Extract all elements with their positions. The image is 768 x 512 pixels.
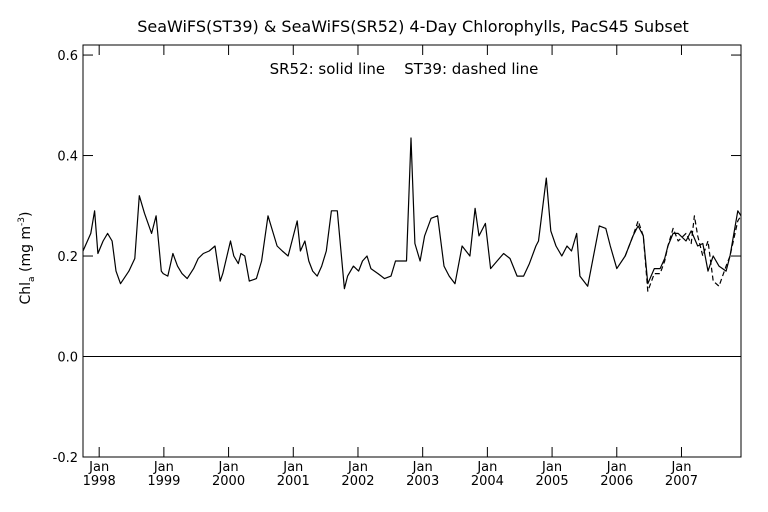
x-tick-month-label: Jan: [541, 460, 562, 475]
x-tick-month-label: Jan: [670, 460, 691, 475]
y-axis-label-unit-close: ): [18, 211, 34, 216]
y-axis-label-subscript: a: [27, 276, 37, 282]
x-tick-month-label: Jan: [282, 460, 303, 475]
x-tick-year-label: 1998: [83, 474, 116, 489]
y-axis-label-unit-superscript: -3: [17, 217, 27, 226]
x-tick-month-label: Jan: [412, 460, 433, 475]
x-tick-year-label: 2000: [212, 474, 245, 489]
series-layer: [82, 137, 742, 358]
y-axis-label-main: Chl: [18, 282, 34, 305]
y-axis-label-unit: (mg m: [18, 226, 34, 277]
x-tick-month-label: Jan: [347, 460, 368, 475]
x-tick-year-label: 2003: [406, 474, 439, 489]
y-tick-label: 0.4: [57, 150, 78, 165]
x-tick-month-label: Jan: [606, 460, 627, 475]
y-axis-label: Chla (mg m-3): [17, 211, 37, 304]
x-tick-year-label: 2002: [341, 474, 374, 489]
x-tick-year-label: 2001: [277, 474, 310, 489]
x-tick-year-label: 2004: [471, 474, 504, 489]
x-tick-month-label: Jan: [476, 460, 497, 475]
plot-frame: [82, 44, 742, 458]
x-tick-year-label: 2006: [600, 474, 633, 489]
y-axis-ticks: -0.2 0.0 0.2 0.4 0.6: [53, 49, 741, 466]
x-tick-year-label: 1999: [147, 474, 180, 489]
x-tick-year-label: 2007: [665, 474, 698, 489]
y-tick-label: 0.6: [57, 49, 78, 64]
y-tick-label: 0.2: [57, 250, 78, 265]
x-tick-month-label: Jan: [88, 460, 109, 475]
series-line-st39: [624, 215, 742, 292]
x-tick-month-label: Jan: [153, 460, 174, 475]
x-tick-month-label: Jan: [218, 460, 239, 475]
x-tick-year-label: 2005: [536, 474, 569, 489]
chart-annotation: SR52: solid line ST39: dashed line: [270, 60, 539, 78]
series-line-sr52: [82, 137, 742, 290]
y-tick-label: 0.0: [57, 351, 78, 366]
x-axis-ticks: Jan1998Jan1999Jan2000Jan2001Jan2002Jan20…: [83, 45, 698, 489]
y-tick-label: -0.2: [53, 451, 78, 466]
chart-title: SeaWiFS(ST39) & SeaWiFS(SR52) 4-Day Chlo…: [137, 17, 689, 36]
